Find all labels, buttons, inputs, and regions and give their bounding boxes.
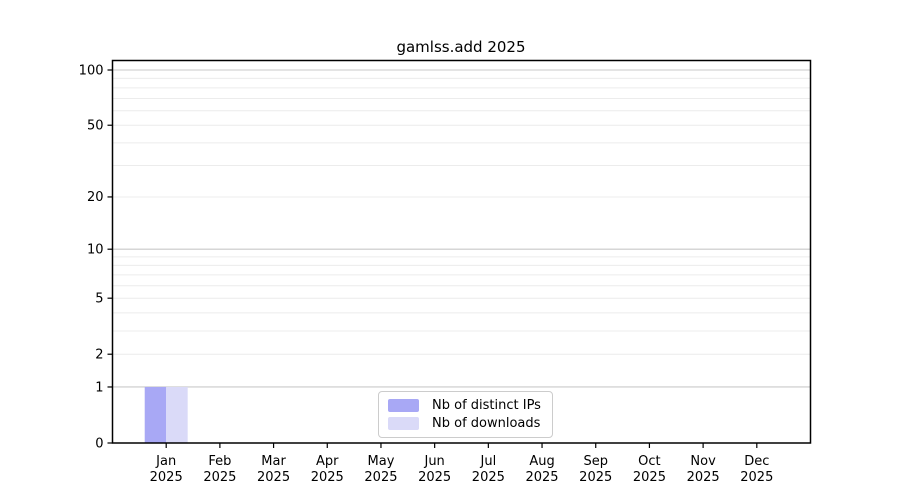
x-tick-label-year: 2025 <box>311 470 344 485</box>
x-tick-label-year: 2025 <box>203 470 236 485</box>
chart-title: gamlss.add 2025 <box>396 38 525 56</box>
x-tick-label-month: Feb <box>208 454 231 469</box>
x-tick-label-month: Aug <box>529 454 554 469</box>
x-tick-label-year: 2025 <box>633 470 666 485</box>
y-tick-label: 100 <box>79 63 104 78</box>
x-tick-label-month: Oct <box>638 454 660 469</box>
tick-layer: 0125102050100Jan2025Feb2025Mar2025Apr202… <box>79 63 774 485</box>
x-tick-label-month: May <box>368 454 395 469</box>
x-tick-label-year: 2025 <box>525 470 558 485</box>
grid-layer <box>112 69 811 388</box>
x-tick-label-year: 2025 <box>472 470 505 485</box>
x-tick-label-month: Dec <box>744 454 769 469</box>
x-tick-label-month: Jan <box>155 454 176 469</box>
legend-item-distinct-ips: Nb of distinct IPs <box>388 399 541 412</box>
bar-nb-of-distinct-ips <box>144 386 167 443</box>
legend-swatch-distinct-ips <box>388 399 419 412</box>
y-tick-label: 0 <box>95 436 103 451</box>
y-tick-label: 5 <box>95 291 103 306</box>
x-tick-label-year: 2025 <box>418 470 451 485</box>
legend-item-downloads: Nb of downloads <box>388 417 541 430</box>
x-tick-label-month: Mar <box>261 454 286 469</box>
x-tick-label-month: Sep <box>583 454 608 469</box>
legend-label-downloads: Nb of downloads <box>432 416 541 431</box>
x-tick-label-year: 2025 <box>687 470 720 485</box>
x-tick-label-year: 2025 <box>150 470 183 485</box>
x-tick-label-month: Apr <box>316 454 339 469</box>
plot-frame <box>111 59 812 444</box>
x-tick-label-year: 2025 <box>257 470 290 485</box>
y-tick-label: 10 <box>87 242 104 257</box>
bar-layer <box>144 386 188 443</box>
frame-layer <box>111 59 812 444</box>
x-tick-label-month: Nov <box>690 454 716 469</box>
y-tick-label: 2 <box>95 347 103 362</box>
bar-nb-of-downloads <box>166 386 188 443</box>
legend-swatch-downloads <box>388 417 419 430</box>
y-tick-label: 1 <box>95 380 103 395</box>
y-tick-label: 50 <box>87 119 104 134</box>
x-tick-label-month: Jul <box>480 454 497 469</box>
legend: Nb of distinct IPs Nb of downloads <box>378 391 553 438</box>
x-tick-label-year: 2025 <box>740 470 773 485</box>
x-tick-label-month: Jun <box>423 454 444 469</box>
x-tick-label-year: 2025 <box>364 470 397 485</box>
y-tick-label: 20 <box>87 190 104 205</box>
x-tick-label-year: 2025 <box>579 470 612 485</box>
legend-label-distinct-ips: Nb of distinct IPs <box>432 398 541 413</box>
